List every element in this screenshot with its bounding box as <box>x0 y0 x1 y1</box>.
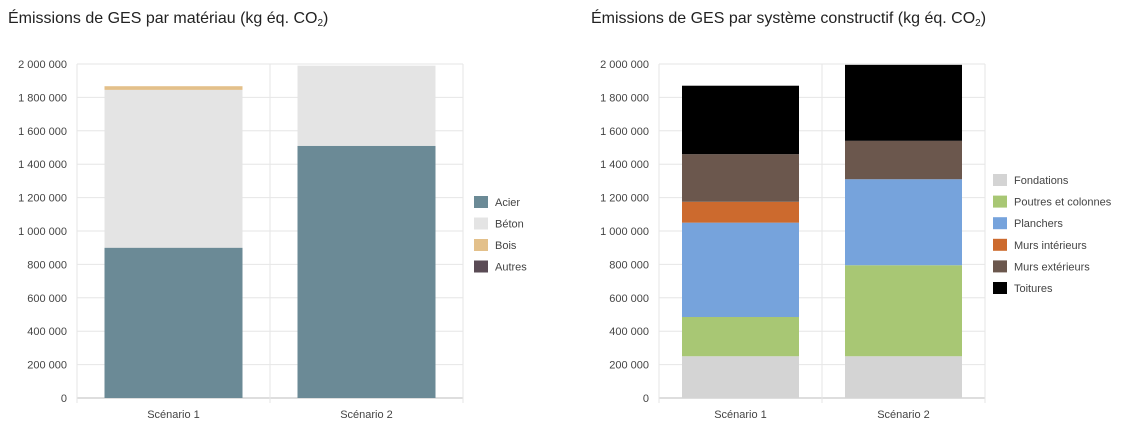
systems-legend-label[interactable]: Fondations <box>1014 175 1069 187</box>
systems-y-tick-label: 1 600 000 <box>600 126 649 138</box>
systems-legend-label[interactable]: Toitures <box>1014 283 1053 295</box>
systems-x-tick-label: Scénario 1 <box>714 409 767 421</box>
materials-y-tick-label: 1 400 000 <box>18 159 67 171</box>
systems-legend-swatch[interactable] <box>993 174 1007 186</box>
chart-title-materials: Émissions de GES par matériau (kg éq. CO… <box>8 10 329 29</box>
systems-legend-label[interactable]: Planchers <box>1014 218 1063 230</box>
materials-legend-label[interactable]: Bois <box>495 240 517 252</box>
systems-legend-swatch[interactable] <box>993 238 1007 251</box>
systems-legend-swatch[interactable] <box>993 217 1007 230</box>
systems-bar-segment <box>682 356 799 398</box>
systems-bar-segment <box>682 85 799 155</box>
materials-legend-swatch[interactable] <box>474 217 488 230</box>
materials-bar-segment <box>297 145 436 398</box>
materials-x-tick-label: Scénario 2 <box>340 409 393 421</box>
systems-legend-swatch[interactable] <box>993 260 1007 273</box>
materials-y-tick-label: 800 000 <box>27 259 67 271</box>
materials-bar-segment <box>104 86 243 90</box>
materials-y-tick-label: 1 000 000 <box>18 226 67 238</box>
systems-bar-segment <box>845 179 962 266</box>
systems-y-tick-label: 0 <box>643 393 649 405</box>
materials-y-tick-label: 200 000 <box>27 360 67 372</box>
materials-bar-segment <box>104 247 243 398</box>
systems-legend-swatch[interactable] <box>993 282 1007 294</box>
materials-legend-swatch[interactable] <box>474 260 488 273</box>
materials-y-tick-label: 1 600 000 <box>18 126 67 138</box>
systems-bar-segment <box>682 222 799 318</box>
materials-y-tick-label: 400 000 <box>27 326 67 338</box>
systems-bar-segment <box>845 140 962 180</box>
systems-y-tick-label: 2 000 000 <box>600 59 649 71</box>
systems-bar-segment <box>845 64 962 141</box>
systems-bar-segment <box>845 265 962 357</box>
materials-legend-label[interactable]: Acier <box>495 197 520 209</box>
systems-y-tick-label: 1 400 000 <box>600 159 649 171</box>
materials-x-tick-label: Scénario 1 <box>147 409 200 421</box>
systems-y-tick-label: 200 000 <box>609 360 649 372</box>
chart-title-systems: Émissions de GES par système constructif… <box>591 10 987 29</box>
systems-x-tick-label: Scénario 2 <box>877 409 930 421</box>
materials-legend-label[interactable]: Autres <box>495 262 527 274</box>
systems-y-tick-label: 600 000 <box>609 293 649 305</box>
systems-bar-segment <box>845 356 962 398</box>
systems-legend-label[interactable]: Poutres et colonnes <box>1014 197 1112 209</box>
materials-legend-label[interactable]: Béton <box>495 219 524 231</box>
materials-bar-segment <box>297 65 436 146</box>
materials-legend-swatch[interactable] <box>474 196 488 208</box>
systems-bar-segment <box>682 154 799 202</box>
systems-legend-label[interactable]: Murs extérieurs <box>1014 261 1090 273</box>
materials-y-tick-label: 0 <box>61 393 67 405</box>
materials-legend-swatch[interactable] <box>474 239 488 251</box>
systems-bar-segment <box>682 201 799 223</box>
systems-legend-label[interactable]: Murs intérieurs <box>1014 240 1087 252</box>
materials-y-tick-label: 2 000 000 <box>18 59 67 71</box>
systems-y-tick-label: 1 200 000 <box>600 193 649 205</box>
materials-y-tick-label: 1 800 000 <box>18 92 67 104</box>
systems-y-tick-label: 1 800 000 <box>600 92 649 104</box>
systems-legend-swatch[interactable] <box>993 195 1007 208</box>
systems-y-tick-label: 800 000 <box>609 259 649 271</box>
systems-y-tick-label: 400 000 <box>609 326 649 338</box>
systems-y-tick-label: 1 000 000 <box>600 226 649 238</box>
materials-bar-segment <box>104 89 243 248</box>
systems-bar-segment <box>682 317 799 357</box>
materials-y-tick-label: 600 000 <box>27 293 67 305</box>
materials-y-tick-label: 1 200 000 <box>18 193 67 205</box>
